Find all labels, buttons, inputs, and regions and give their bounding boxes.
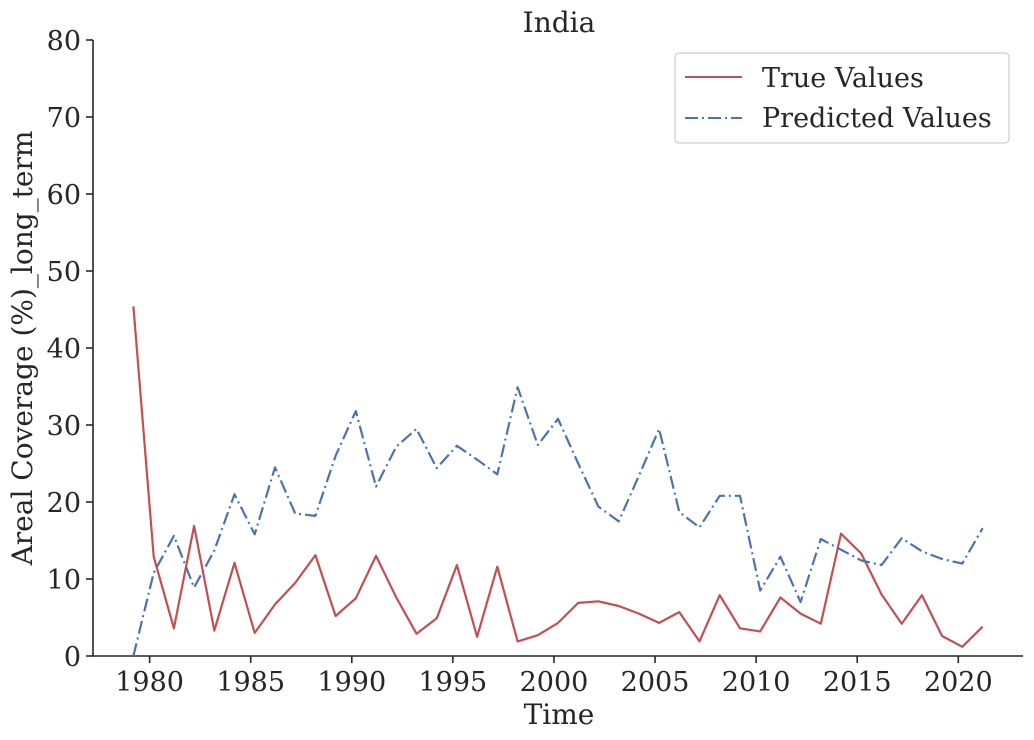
chart-title: India <box>523 6 596 39</box>
x-tick-label: 2020 <box>924 667 993 698</box>
x-tick-label: 2010 <box>722 667 791 698</box>
series-layer <box>132 306 984 657</box>
series-line-true-values <box>132 306 984 648</box>
y-tick-label: 40 <box>47 334 81 365</box>
y-tick-label: 80 <box>47 26 81 57</box>
x-tick-label: 2015 <box>823 667 892 698</box>
x-tick-label: 1985 <box>216 667 285 698</box>
x-tick-label: 1980 <box>115 667 184 698</box>
y-tick-label: 60 <box>47 180 81 211</box>
y-tick-label: 20 <box>47 488 81 519</box>
x-tick-label: 2000 <box>520 667 589 698</box>
series-line-predicted-values <box>132 386 984 657</box>
y-axis-label: Areal Coverage (%)_long_term <box>6 131 39 567</box>
y-tick-label: 70 <box>47 103 81 134</box>
y-axis-ticks: 0 10 20 30 40 50 60 70 80 <box>47 26 93 673</box>
y-tick-label: 10 <box>47 565 81 596</box>
x-tick-label: 1995 <box>419 667 488 698</box>
legend-label-true-values: True Values <box>762 63 924 94</box>
legend-box <box>674 52 1010 144</box>
x-tick-label: 1990 <box>317 667 386 698</box>
x-tick-label: 2005 <box>621 667 690 698</box>
y-tick-label: 0 <box>64 642 81 673</box>
x-axis-ticks: 1980 1985 1990 1995 2000 2005 2010 2015 2020 <box>115 656 993 698</box>
legend: True Values Predicted Values <box>674 52 1010 144</box>
legend-label-predicted-values: Predicted Values <box>762 103 992 134</box>
y-tick-label: 30 <box>47 411 81 442</box>
x-axis-label: Time <box>524 698 595 731</box>
y-tick-label: 50 <box>47 257 81 288</box>
